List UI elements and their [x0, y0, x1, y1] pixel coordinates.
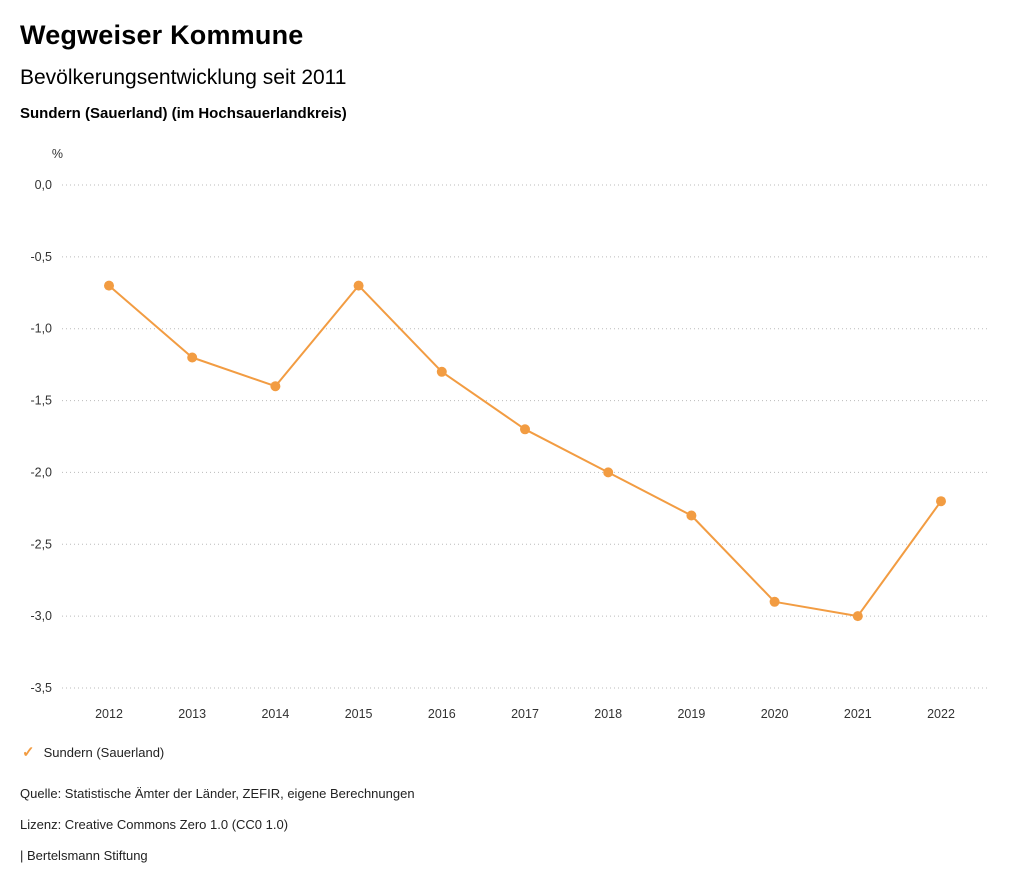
legend-label: Sundern (Sauerland): [43, 745, 165, 760]
data-point-2019[interactable]: [686, 510, 697, 521]
chart-canvas: % 0,0 -0,5 -1,0 -1,5 -2,0 -2,5 -3,0 -3,5 2012 2013…: [30, 147, 990, 721]
x-tick-label: 2012: [95, 707, 123, 721]
data-point-2022[interactable]: [936, 496, 946, 507]
series-line: [108, 284, 942, 618]
data-point-2016[interactable]: [436, 366, 447, 377]
x-tick-label: 2022: [927, 707, 955, 721]
x-tick-label: 2017: [511, 707, 539, 721]
publisher-attribution: | Bertelsmann Stiftung: [20, 848, 148, 863]
x-tick-label: 2020: [761, 707, 789, 721]
data-point-2018[interactable]: [603, 467, 614, 478]
data-point-2017[interactable]: [520, 424, 530, 435]
x-tick-label: 2015: [345, 707, 373, 721]
data-point-2015[interactable]: [353, 280, 364, 291]
x-tick-label: 2013: [178, 707, 206, 721]
source-note: Quelle: Statistische Ämter der Länder, Z…: [20, 786, 415, 801]
y-tick-label: -0,5: [30, 250, 52, 264]
municipality-name: Sundern (Sauerland) (im Hochsauerlandkre…: [20, 105, 347, 122]
data-point-2012[interactable]: [104, 280, 114, 291]
y-tick-label: -3,0: [30, 609, 52, 623]
data-point-2020[interactable]: [769, 596, 780, 607]
data-point-2014[interactable]: [270, 381, 281, 392]
data-point-2021[interactable]: [852, 611, 863, 622]
x-tick-label: 2016: [428, 707, 456, 721]
x-tick-label: 2018: [594, 707, 622, 721]
y-tick-label: -3,5: [30, 681, 52, 695]
series-check-icon: ✓: [22, 744, 35, 761]
x-tick-label: 2014: [261, 707, 289, 721]
x-tick-label: 2021: [844, 707, 872, 721]
y-tick-label: 0,0: [35, 178, 52, 192]
population-line-chart: % 0,0 -0,5 -1,0 -1,5 -2,0 -2,5 -3,0 -3,5 2012 2013…: [0, 140, 1010, 730]
data-point-2013[interactable]: [187, 352, 198, 363]
y-tick-label: -2,0: [30, 465, 52, 479]
y-axis-unit-label: %: [52, 147, 63, 161]
y-tick-label: -1,5: [30, 394, 52, 408]
legend-item-sundern[interactable]: ✓ Sundern (Sauerland): [22, 745, 164, 760]
chart-subtitle: Bevölkerungsentwicklung seit 2011: [20, 66, 347, 89]
x-tick-label: 2019: [677, 707, 705, 721]
page-title: Wegweiser Kommune: [20, 20, 304, 50]
license-note: Lizenz: Creative Commons Zero 1.0 (CC0 1…: [20, 817, 289, 832]
y-tick-label: -2,5: [30, 537, 52, 551]
y-tick-label: -1,0: [30, 322, 52, 336]
